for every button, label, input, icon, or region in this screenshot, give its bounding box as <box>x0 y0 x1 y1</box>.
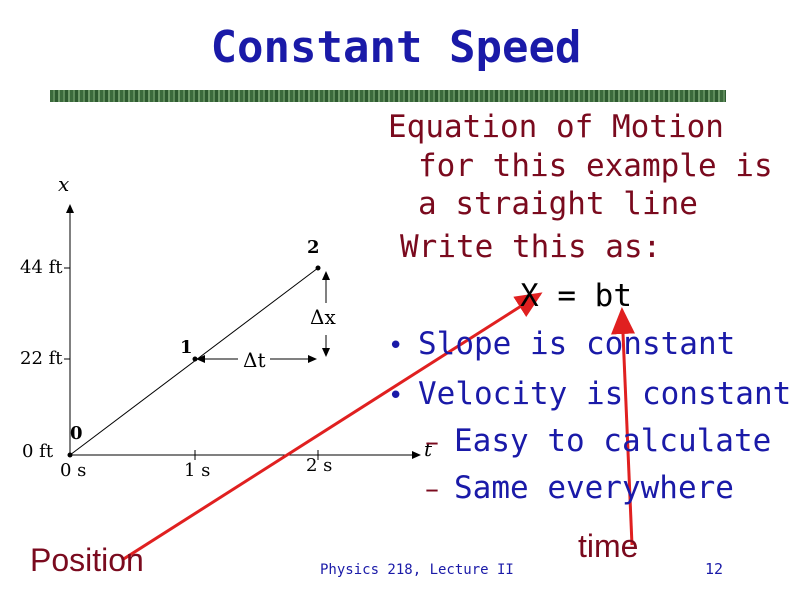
y-tick-label-44: 44 ft <box>20 257 63 278</box>
bullet-marker-1: • <box>388 331 404 361</box>
bullet-slope: Slope is constant <box>418 326 736 362</box>
point-label-2: 2 <box>307 237 320 258</box>
x-axis-symbol: x <box>58 172 70 196</box>
point-label-1: 1 <box>180 337 193 358</box>
equation-line-2: for this example is <box>418 148 773 184</box>
point-2 <box>315 265 321 271</box>
bullet-velocity: Velocity is constant <box>418 376 792 412</box>
delta-x-label: Δx <box>310 305 336 329</box>
bullet-marker-2: • <box>388 381 404 411</box>
motion-line <box>69 267 319 456</box>
t-tick-label-2: 2 s <box>306 455 333 476</box>
sub-bullet-marker-2: – <box>425 472 439 505</box>
time-label: time <box>578 528 639 564</box>
position-pointer-arrow <box>121 292 543 562</box>
sub-bullet-marker-1: – <box>425 425 439 458</box>
delta-t-label: Δt <box>243 348 266 372</box>
title-divider-bar <box>50 90 726 102</box>
point-0 <box>67 452 73 458</box>
time-pointer-arrow <box>611 307 636 546</box>
t-tick-label-1: 1 s <box>184 460 211 481</box>
equation-line-4: Write this as: <box>400 229 662 265</box>
point-1 <box>192 356 198 362</box>
t-axis-symbol: t <box>424 437 433 461</box>
sub-bullet-same: Same everywhere <box>454 470 734 506</box>
page-number: 12 <box>705 560 724 578</box>
slide-title: Constant Speed <box>210 22 582 73</box>
slide-footer: Physics 218, Lecture II <box>320 562 514 578</box>
y-tick-label-22: 22 ft <box>20 348 63 369</box>
equation-line-3: a straight line <box>418 186 698 222</box>
point-label-0: 0 <box>70 423 83 444</box>
sub-bullet-easy: Easy to calculate <box>454 423 772 459</box>
equation-formula: X = bt <box>520 278 632 314</box>
position-label: Position <box>30 542 144 578</box>
t-tick-label-0: 0 s <box>60 460 87 481</box>
y-tick-label-0: 0 ft <box>22 441 54 462</box>
equation-line-1: Equation of Motion <box>388 109 724 145</box>
